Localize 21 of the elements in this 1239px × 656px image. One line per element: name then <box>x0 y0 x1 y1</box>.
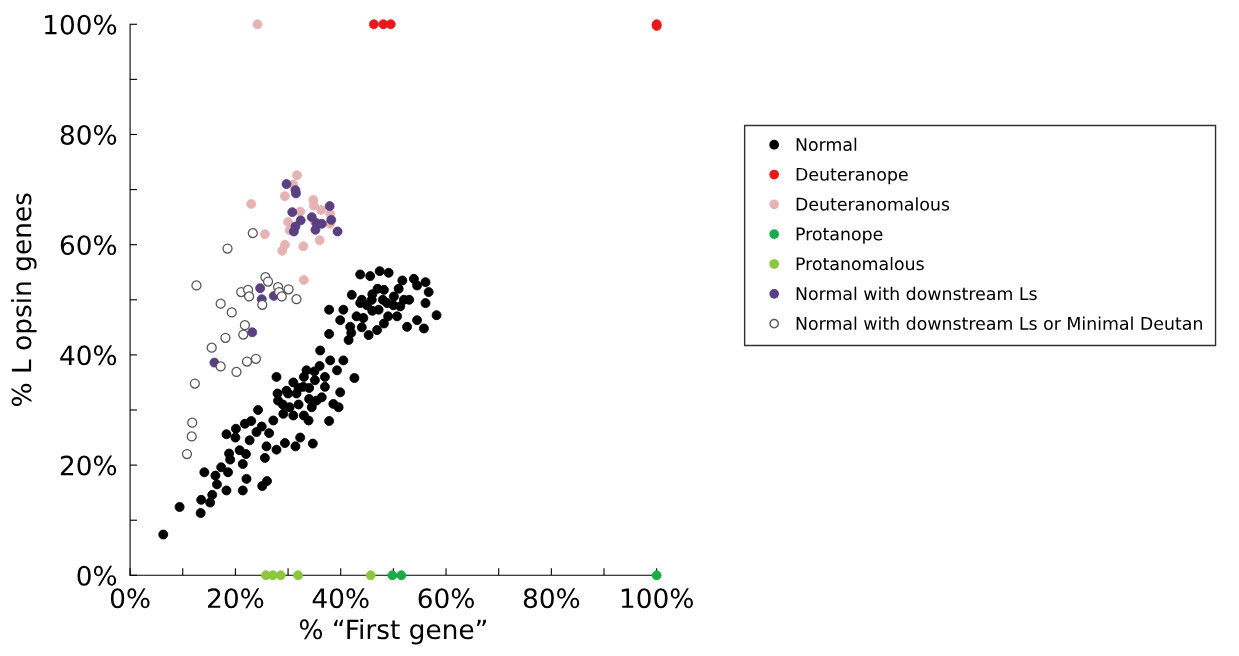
x-tick-label: 80% <box>523 588 580 609</box>
y-axis-title: % L opsin genes <box>11 193 37 407</box>
y-tick-label: 60% <box>60 235 117 256</box>
x-tick-label: 100% <box>621 588 693 609</box>
legend-label: Normal with downstream Ls <box>796 286 1037 301</box>
y-tick-label: 20% <box>60 455 117 476</box>
x-tick-label: 0% <box>110 588 150 609</box>
legend-label: Deuteranomalous <box>796 197 950 211</box>
x-tick-label: 20% <box>208 588 264 609</box>
x-axis-title: % “First gene” <box>299 618 486 645</box>
x-tick-label: 60% <box>418 588 474 609</box>
legend-label: Protanomalous <box>796 256 924 271</box>
legend-label: Normal with downstream Ls or Minimal Deutan <box>796 316 1202 330</box>
y-tick-label: 0% <box>77 565 117 586</box>
y-tick-label: 100% <box>45 14 117 35</box>
y-tick-label: 80% <box>60 124 117 145</box>
legend-label: Normal <box>796 137 857 152</box>
legend-label: Deuteranope <box>796 167 908 185</box>
y-tick-label: 40% <box>60 345 117 366</box>
legend-label: Protanope <box>796 227 883 244</box>
x-tick-label: 40% <box>312 588 369 609</box>
